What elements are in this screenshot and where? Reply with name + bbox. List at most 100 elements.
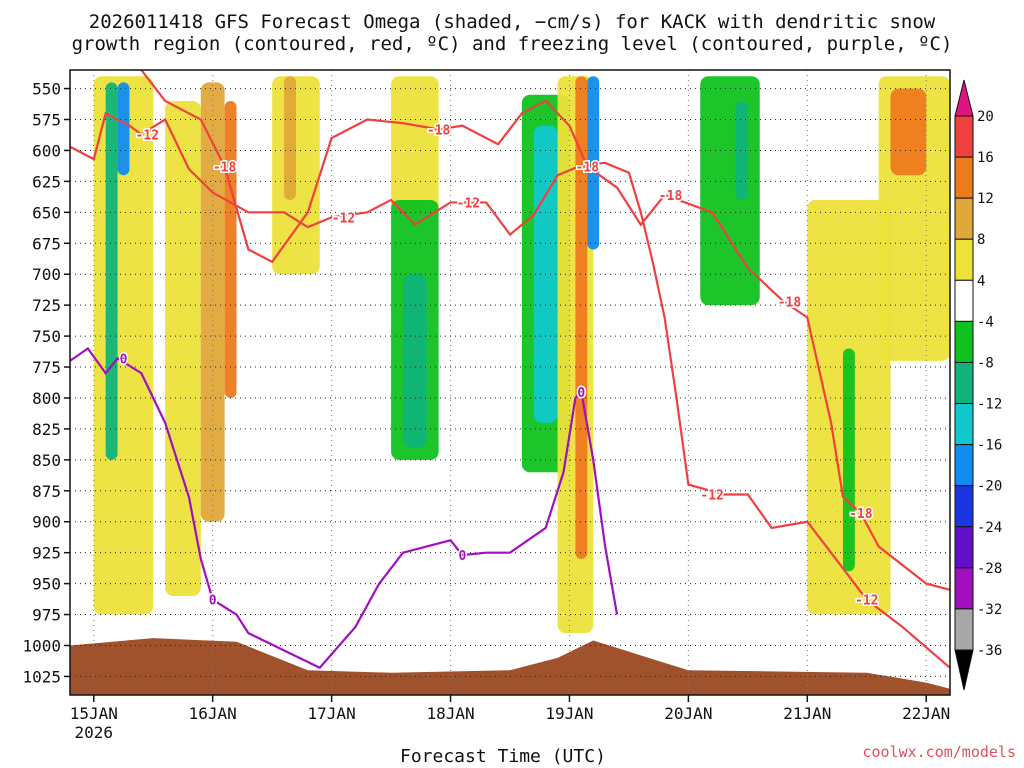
y-tick-label-600: 600 <box>32 141 61 160</box>
y-tick-label-925: 925 <box>32 544 61 563</box>
y-tick-label-550: 550 <box>32 80 61 99</box>
y-tick-label-1025: 1025 <box>22 667 61 686</box>
contour-label-2-0: 0 <box>120 352 128 367</box>
contour-label-1-4: -18 <box>778 295 802 310</box>
y-tick-label-750: 750 <box>32 327 61 346</box>
colorbar-bin-8 <box>954 444 974 487</box>
colorbar-bin-4 <box>954 279 974 322</box>
colorbar-label-6: -8 <box>977 355 994 371</box>
colorbar-layer: 20 16 12 8 4 -4 -8 -12 -16 -20 -24 -28 -32 -36 <box>954 79 1002 691</box>
y-tick-label-825: 825 <box>32 420 61 439</box>
contour-label-0-1: -12 <box>332 211 355 226</box>
contour-label-2-2: 0 <box>459 549 467 564</box>
y-tick-label-950: 950 <box>32 575 61 594</box>
x-axis-title: Forecast Time (UTC) <box>400 746 606 767</box>
y-tick-label-800: 800 <box>32 389 61 408</box>
chart-title-line-1: 2026011418 GFS Forecast Omega (shaded, −… <box>88 11 936 33</box>
omega-shade-region-14 <box>575 76 588 559</box>
shaded-omega-layer <box>93 76 950 634</box>
colorbar-bin-0 <box>954 115 974 158</box>
colorbar-label-4: 4 <box>977 273 985 289</box>
colorbar-label-2: 12 <box>977 191 994 207</box>
omega-shade-region-19 <box>842 348 855 572</box>
colorbar-label-13: -36 <box>977 643 1002 659</box>
x-tick-label-3: 18JAN <box>426 704 474 723</box>
contour-label-1-3: -18 <box>659 189 683 204</box>
omega-shade-region-8 <box>391 76 439 213</box>
colorbar-bin-1 <box>954 156 974 199</box>
contour-label-0-3: -12 <box>700 489 723 504</box>
contour-layer: -12 -12 -12 -12 -12 -18 -18 -18 -18 -18 -18 0 0 0 0 <box>69 69 951 670</box>
contour-label-1-5: -18 <box>849 507 873 522</box>
colorbar-label-10: -24 <box>977 520 1002 536</box>
colorbar-top-arrow <box>954 79 974 117</box>
y-tick-label-575: 575 <box>32 111 61 130</box>
contour-label-0-0: -12 <box>136 128 159 143</box>
colorbar-label-3: 8 <box>977 232 985 248</box>
colorbar-label-8: -16 <box>977 438 1002 454</box>
contour-1 <box>140 69 951 591</box>
y-tick-label-775: 775 <box>32 358 61 377</box>
x-tick-label-0: 15JAN <box>70 704 118 723</box>
colorbar-bottom-arrow <box>954 649 974 691</box>
omega-shade-region-10 <box>402 274 427 448</box>
contour-label-1-2: -18 <box>576 161 600 176</box>
contour-label-0-2: -12 <box>457 196 480 211</box>
y-tick-label-625: 625 <box>32 172 61 191</box>
x-tick-label-4: 19JAN <box>545 704 593 723</box>
omega-shade-region-2 <box>117 82 130 176</box>
x-tick-label-6: 21JAN <box>783 704 831 723</box>
colorbar-bin-12 <box>954 608 974 651</box>
omega-shade-region-17 <box>735 100 748 200</box>
y-tick-label-700: 700 <box>32 265 61 284</box>
x-tick-label-2: 17JAN <box>308 704 356 723</box>
omega-shade-region-6 <box>272 76 320 275</box>
omega-shade-region-21 <box>890 88 927 176</box>
colorbar-bin-11 <box>954 567 974 610</box>
omega-shade-region-1 <box>105 82 118 460</box>
chart-title-line-2: growth region (contoured, red, ºC) and f… <box>71 33 953 55</box>
omega-shade-region-4 <box>200 82 225 522</box>
colorbar-label-7: -12 <box>977 397 1002 413</box>
x-tick-label-5: 20JAN <box>664 704 712 723</box>
colorbar-label-11: -28 <box>977 561 1002 577</box>
plot-frame <box>69 69 951 696</box>
y-tick-label-1000: 1000 <box>22 636 61 655</box>
x-tick-label-1: 16JAN <box>189 704 237 723</box>
y-tick-label-875: 875 <box>32 482 61 501</box>
colorbar-bin-2 <box>954 197 974 240</box>
omega-shade-region-3 <box>165 100 201 596</box>
colorbar-label-5: -4 <box>977 314 994 330</box>
colorbar-bin-5 <box>954 320 974 363</box>
contour-label-0-4: -12 <box>855 594 878 609</box>
y-tick-label-650: 650 <box>32 203 61 222</box>
contour-2 <box>69 346 619 670</box>
y-tick-label-900: 900 <box>32 513 61 532</box>
contour-label-2-3: 0 <box>577 386 585 401</box>
omega-shade-region-7 <box>284 76 296 200</box>
omega-shade-region-5 <box>224 100 237 398</box>
y-tick-label-675: 675 <box>32 234 61 253</box>
colorbar-label-9: -20 <box>977 479 1002 495</box>
y-tick-label-850: 850 <box>32 451 61 470</box>
y-tick-label-725: 725 <box>32 296 61 315</box>
terrain-layer <box>70 638 950 695</box>
colorbar-label-0: 20 <box>977 109 994 125</box>
colorbar-bin-9 <box>954 485 974 528</box>
y-tick-label-975: 975 <box>32 606 61 625</box>
colorbar-bin-10 <box>954 526 974 569</box>
x-tick-year-label: 2026 <box>75 723 114 742</box>
contour-label-2-1: 0 <box>209 594 217 609</box>
colorbar-label-1: 16 <box>977 150 994 166</box>
axes-layer: 550 575 600 625 650 675 700 725 750 775 800 825 850 8… <box>22 69 951 742</box>
credit-link[interactable]: coolwx.com/models <box>862 743 1016 761</box>
terrain-ground <box>70 638 950 695</box>
colorbar-bin-3 <box>954 238 974 281</box>
contour-label-1-0: -18 <box>213 161 237 176</box>
contour-label-1-1: -18 <box>427 123 451 138</box>
x-tick-label-7: 22JAN <box>902 704 950 723</box>
colorbar-bin-7 <box>954 403 974 446</box>
colorbar-label-12: -32 <box>977 602 1002 618</box>
contour-0 <box>69 111 951 669</box>
